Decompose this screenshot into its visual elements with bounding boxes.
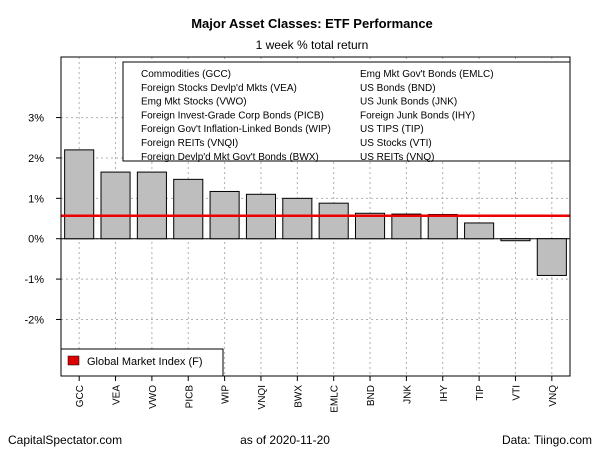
legend-entry: US Junk Bonds (JNK) [360, 97, 457, 108]
x-tick-label: BWX [293, 385, 304, 408]
market-legend-box [60, 348, 224, 377]
market-legend-swatch [67, 355, 80, 366]
footer-data-source: Data: Tiingo.com [502, 433, 592, 447]
legend-entry: Commodities (GCC) [141, 69, 231, 80]
x-tick-label: BND [366, 385, 377, 406]
x-tick-label: VEA [112, 385, 123, 405]
y-tick-label: 0% [28, 234, 44, 246]
y-tick-label: -2% [24, 314, 44, 326]
y-tick-label: -1% [24, 274, 44, 286]
plot-frame [60, 56, 571, 377]
y-tick-label: 1% [28, 193, 44, 205]
grid [61, 57, 570, 376]
y-axis-ticks: -2% -1% 0% 1% 2% 3% [24, 113, 61, 326]
bar-vea [100, 171, 131, 240]
footer-source-site: CapitalSpectator.com [8, 433, 122, 447]
bar-vnq [536, 238, 567, 276]
bar-ihy [427, 213, 458, 240]
x-tick-label: VNQI [257, 385, 268, 409]
market-legend-label: Global Market Index (F) [87, 356, 203, 368]
y-tick-label: 3% [28, 113, 44, 125]
x-tick-label: VWO [148, 385, 159, 409]
x-tick-label: VTI [511, 385, 522, 401]
bar-vti [500, 238, 531, 242]
bars [61, 149, 570, 276]
bar-tip [464, 222, 495, 240]
x-tick-label: JNK [402, 385, 413, 404]
y-tick-label: 2% [28, 153, 44, 165]
bar-picb [173, 178, 204, 240]
x-tick-label: VNQ [548, 385, 559, 407]
x-tick-label: WIP [221, 385, 232, 404]
legend-entry: US TIPS (TIP) [360, 124, 424, 135]
ticker-legend: Commodities (GCC) Foreign Stocks Devlp'd … [122, 61, 571, 163]
bar-vwo [136, 171, 167, 240]
legend-entry: Foreign Invest-Grade Corp Bonds (PICB) [141, 110, 324, 121]
legend-entry: Foreign Junk Bonds (IHY) [360, 110, 475, 121]
x-tick-label: IHY [439, 385, 450, 402]
legend-entry: Foreign REITs (VNQI) [141, 138, 238, 149]
x-tick-label: EMLC [330, 385, 341, 413]
chart-subtitle: 1 week % total return [256, 38, 369, 52]
bar-jnk [391, 213, 422, 240]
legend-entry: Emg Mkt Stocks (VWO) [141, 97, 247, 108]
x-tick-label: GCC [75, 385, 86, 407]
bar-bwx [282, 197, 313, 240]
legend-entry: US Bonds (BND) [360, 83, 436, 94]
legend-entry: Foreign Gov't Inflation-Linked Bonds (WI… [141, 124, 331, 135]
legend-entry: Foreign Devlp'd Mkt Gov't Bonds (BWX) [141, 152, 319, 163]
bar-emlc [318, 202, 349, 240]
footer-date: as of 2020-11-20 [240, 433, 330, 447]
legend-entry: Foreign Stocks Devlp'd Mkts (VEA) [141, 83, 297, 94]
x-tick-label: PICB [184, 385, 195, 409]
bar-gcc [64, 149, 95, 240]
market-legend: Global Market Index (F) [60, 348, 224, 377]
x-axis-ticks: GCC VEA VWO PICB WIP VNQI BWX EMLC BND JNK IHY TIP V… [75, 376, 559, 413]
legend-entry: Emg Mkt Gov't Bonds (EMLC) [360, 69, 494, 80]
x-tick-label: TIP [475, 385, 486, 401]
bar-bnd [354, 212, 386, 240]
legend-entry: US Stocks (VTI) [360, 138, 432, 149]
legend-entry: US REITs (VNQ) [360, 152, 434, 163]
chart-title: Major Asset Classes: ETF Performance [191, 16, 433, 31]
